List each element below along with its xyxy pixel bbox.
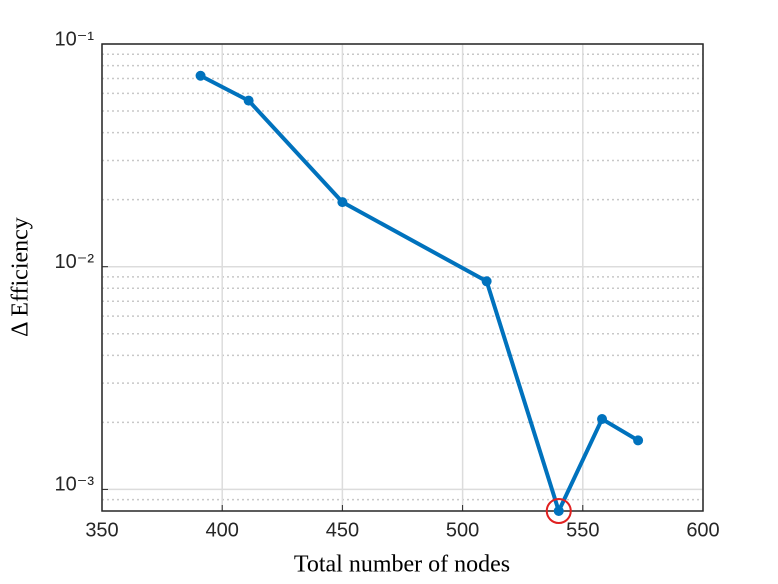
axes-box — [101, 43, 704, 512]
point — [243, 95, 254, 106]
x-tick-label: 500 — [446, 519, 479, 541]
point — [481, 276, 492, 287]
y-tick-label: 10⁻¹ — [55, 28, 95, 50]
x-tick-label: 400 — [206, 519, 239, 541]
x-axis-label: Total number of nodes — [294, 552, 510, 578]
point — [553, 506, 564, 516]
point — [195, 70, 206, 81]
point — [597, 414, 608, 425]
x-tick-label: 350 — [85, 519, 118, 541]
point — [337, 197, 348, 208]
point — [633, 435, 644, 446]
x-tick-label: 450 — [326, 519, 359, 541]
x-tick-label: 600 — [686, 519, 719, 541]
y-tick-label: 10⁻² — [55, 251, 95, 273]
x-tick-label: 550 — [566, 519, 599, 541]
y-axis-label: Δ Efficiency — [8, 217, 34, 337]
highlight-circle — [545, 498, 572, 524]
y-tick-label: 10⁻³ — [55, 474, 95, 496]
